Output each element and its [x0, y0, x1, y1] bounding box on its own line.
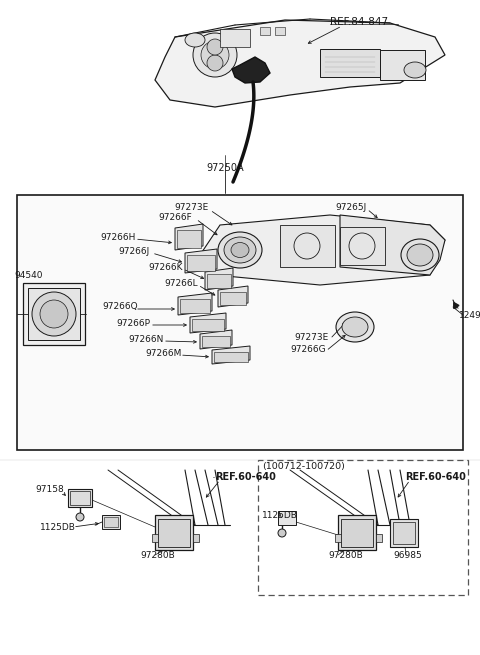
Polygon shape — [175, 224, 203, 250]
Bar — [341, 519, 373, 547]
Circle shape — [193, 33, 237, 77]
Bar — [338, 515, 376, 550]
Bar — [23, 283, 85, 345]
Text: 1125DB: 1125DB — [40, 523, 76, 531]
Text: 94540: 94540 — [14, 271, 43, 280]
Bar — [177, 230, 201, 248]
Polygon shape — [200, 215, 445, 285]
Polygon shape — [232, 57, 270, 83]
Ellipse shape — [336, 312, 374, 342]
Ellipse shape — [218, 232, 262, 268]
Text: 96985: 96985 — [393, 550, 422, 559]
Ellipse shape — [224, 237, 256, 263]
Circle shape — [76, 513, 84, 521]
Circle shape — [32, 292, 76, 336]
Bar — [102, 515, 120, 529]
Bar — [68, 489, 92, 507]
Bar — [152, 534, 158, 542]
Text: 97158: 97158 — [35, 485, 64, 495]
Polygon shape — [200, 330, 232, 349]
Bar — [28, 288, 80, 340]
Ellipse shape — [407, 244, 433, 266]
Text: 1249ED: 1249ED — [459, 310, 480, 320]
Bar — [187, 255, 215, 271]
Text: REF.60-640: REF.60-640 — [215, 472, 276, 482]
Text: 1125DB: 1125DB — [262, 510, 298, 519]
Bar — [70, 491, 90, 505]
Ellipse shape — [404, 62, 426, 78]
Polygon shape — [155, 20, 445, 107]
Text: 97266H: 97266H — [100, 233, 135, 242]
Bar — [278, 511, 296, 525]
Bar — [193, 534, 199, 542]
Bar — [202, 336, 230, 347]
Bar — [158, 519, 190, 547]
Text: 97266F: 97266F — [158, 212, 192, 221]
Polygon shape — [190, 313, 226, 333]
Text: 97266L: 97266L — [164, 278, 198, 288]
Text: 97266N: 97266N — [128, 335, 163, 343]
Bar — [192, 319, 224, 331]
Polygon shape — [205, 268, 233, 290]
Bar — [393, 522, 415, 544]
Text: 97273E: 97273E — [174, 202, 208, 212]
Bar — [380, 50, 425, 80]
Bar — [340, 227, 385, 265]
Bar — [335, 534, 341, 542]
Ellipse shape — [231, 242, 249, 257]
Bar — [155, 515, 193, 550]
Bar — [260, 27, 270, 35]
Text: 97266G: 97266G — [290, 345, 325, 354]
Circle shape — [201, 41, 229, 69]
Text: 97273E: 97273E — [294, 333, 328, 341]
Text: (100712-100720): (100712-100720) — [262, 462, 345, 472]
Text: REF.60-640: REF.60-640 — [405, 472, 466, 482]
Polygon shape — [340, 215, 445, 275]
Bar — [390, 519, 418, 547]
Polygon shape — [185, 249, 217, 273]
Ellipse shape — [401, 239, 439, 271]
Ellipse shape — [185, 33, 205, 47]
Bar — [214, 352, 248, 362]
Polygon shape — [218, 286, 248, 307]
Bar — [180, 299, 210, 313]
Bar — [376, 534, 382, 542]
Bar — [104, 517, 118, 527]
Text: 97266M: 97266M — [145, 348, 181, 358]
Circle shape — [40, 300, 68, 328]
Polygon shape — [178, 293, 212, 315]
Text: 97265J: 97265J — [335, 202, 366, 212]
Bar — [220, 292, 246, 305]
Text: 97266K: 97266K — [148, 263, 182, 272]
Text: 97280B: 97280B — [140, 550, 175, 559]
Bar — [280, 225, 335, 267]
Text: 97266Q: 97266Q — [102, 303, 138, 312]
Bar — [207, 274, 231, 288]
Polygon shape — [212, 346, 250, 364]
Circle shape — [207, 39, 223, 55]
Circle shape — [207, 55, 223, 71]
Text: 97280B: 97280B — [328, 550, 363, 559]
Text: 97266J: 97266J — [118, 246, 149, 255]
Ellipse shape — [342, 317, 368, 337]
Bar — [275, 27, 285, 35]
Bar — [220, 29, 250, 47]
Text: 97250A: 97250A — [206, 163, 244, 173]
Text: 97266P: 97266P — [116, 318, 150, 328]
Bar — [17, 195, 463, 450]
Text: REF.84-847: REF.84-847 — [330, 17, 388, 27]
Bar — [258, 460, 468, 595]
Bar — [320, 49, 380, 77]
Circle shape — [278, 529, 286, 537]
